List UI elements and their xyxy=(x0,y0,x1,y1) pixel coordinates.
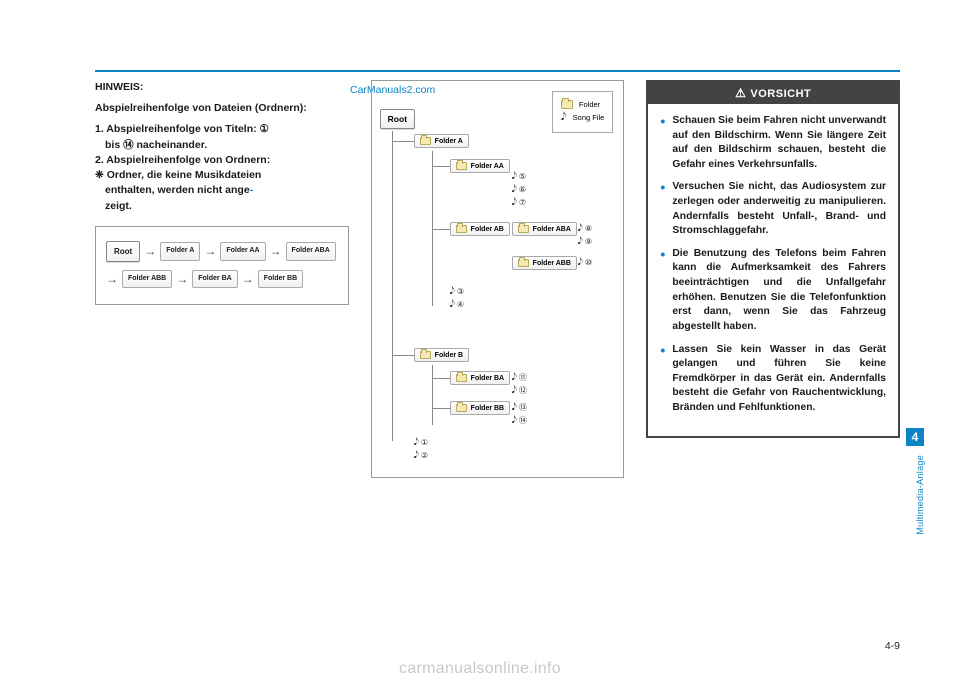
arrow-icon: → xyxy=(176,271,188,288)
caution-item: Lassen Sie kein Wasser in das Gerät gela… xyxy=(660,343,886,416)
arrow-icon: → xyxy=(204,243,216,260)
tree-folder-a: Folder A xyxy=(414,134,469,148)
tree-line xyxy=(432,166,450,167)
song-item: 𝅘𝅥𝅮② xyxy=(414,450,428,461)
tree-folder-ab: Folder AB xyxy=(450,222,510,236)
caution-item: Schauen Sie beim Fahren nicht unverwandt… xyxy=(660,114,886,172)
song-item: 𝅘𝅥𝅮⑭ xyxy=(512,415,527,426)
tree-folder-bb: Folder BB xyxy=(450,401,510,415)
tree-folder-abb: Folder ABB xyxy=(512,256,577,270)
left-column: HINWEIS: Abspielreihenfolge von Dateien … xyxy=(95,80,349,478)
tree-folder-b: Folder B xyxy=(414,348,469,362)
tree-diagram: Folder 𝅘𝅥𝅮 Song File Root Folder A Folder… xyxy=(371,80,625,478)
list-item-1b: bis ⑭ nacheinander. xyxy=(95,138,349,153)
list-item-3b: enthalten, werden nicht ange- xyxy=(95,183,349,198)
flow-diagram: Root → Folder A → Folder AA → Folder ABA… xyxy=(95,226,349,306)
song-item: 𝅘𝅥𝅮⑤ xyxy=(512,171,526,182)
list-item-2: 2. Abspielreihenfolge von Ordnern: xyxy=(95,153,349,168)
warning-icon: ⚠ xyxy=(735,86,746,100)
caution-body: Schauen Sie beim Fahren nicht unverwandt… xyxy=(648,104,898,436)
arrow-icon: → xyxy=(242,271,254,288)
song-item: 𝅘𝅥𝅮③ xyxy=(450,286,464,297)
tree-line xyxy=(432,365,433,425)
flow-node: Folder A xyxy=(160,242,200,260)
song-item: 𝅘𝅥𝅮⑨ xyxy=(578,236,592,247)
tree-folder-ba: Folder BA xyxy=(450,371,510,385)
right-column: ⚠VORSICHT Schauen Sie beim Fahren nicht … xyxy=(646,80,900,478)
tree-line xyxy=(432,229,450,230)
song-item: 𝅘𝅥𝅮⑦ xyxy=(512,197,526,208)
tree-line xyxy=(392,141,414,142)
tree-legend: Folder 𝅘𝅥𝅮 Song File xyxy=(552,91,613,133)
folder-icon xyxy=(456,162,467,170)
tree-folder-aba: Folder ABA xyxy=(512,222,577,236)
song-item: 𝅘𝅥𝅮④ xyxy=(450,299,464,310)
tree-line xyxy=(432,408,450,409)
legend-folder-label: Folder xyxy=(579,100,600,109)
chapter-label: Multimedia-Anlage xyxy=(915,455,925,535)
song-item: 𝅘𝅥𝅮⑬ xyxy=(512,402,527,413)
caution-item: Versuchen Sie nicht, das Audiosystem zur… xyxy=(660,180,886,238)
flow-row-2: → Folder ABB → Folder BA → Folder BB xyxy=(106,270,338,288)
tree-line xyxy=(392,355,414,356)
song-item: 𝅘𝅥𝅮⑧ xyxy=(578,223,592,234)
caution-box: ⚠VORSICHT Schauen Sie beim Fahren nicht … xyxy=(646,80,900,438)
folder-icon xyxy=(561,100,573,109)
folder-icon xyxy=(420,351,431,359)
list-item-1: 1. Abspielreihenfolge von Titeln: ① xyxy=(95,122,349,137)
legend-song-label: Song File xyxy=(573,113,605,122)
middle-column: Folder 𝅘𝅥𝅮 Song File Root Folder A Folder… xyxy=(371,80,625,478)
arrow-icon: → xyxy=(106,271,118,288)
tree-line xyxy=(392,131,393,441)
hint-sub: Abspielreihenfolge von Dateien (Ordnern)… xyxy=(95,101,349,116)
folder-icon xyxy=(518,259,529,267)
flow-root: Root xyxy=(106,241,140,263)
hint-heading: HINWEIS: xyxy=(95,80,349,95)
header-rule xyxy=(95,70,900,72)
song-item: 𝅘𝅥𝅮⑪ xyxy=(512,372,527,383)
tree-folder-aa: Folder AA xyxy=(450,159,510,173)
page: CarManuals2.com HINWEIS: Abspielreihenfo… xyxy=(0,0,960,700)
page-number: 4-9 xyxy=(885,640,900,652)
watermark-bottom: carmanualsonline.info xyxy=(399,660,561,678)
list-item-3c: zeigt. xyxy=(95,199,349,214)
song-item: 𝅘𝅥𝅮⑫ xyxy=(512,385,527,396)
flow-node: Folder BB xyxy=(258,270,303,288)
flow-row-1: Root → Folder A → Folder AA → Folder ABA xyxy=(106,241,338,263)
flow-node: Folder ABA xyxy=(286,242,336,260)
folder-icon xyxy=(456,404,467,412)
song-item: 𝅘𝅥𝅮⑥ xyxy=(512,184,526,195)
flow-node: Folder AA xyxy=(220,242,265,260)
caution-heading: ⚠VORSICHT xyxy=(648,82,898,104)
folder-icon xyxy=(518,225,529,233)
song-item: 𝅘𝅥𝅮① xyxy=(414,437,428,448)
list-item-3a: ❈ Ordner, die keine Musikdateien xyxy=(95,168,349,183)
columns: HINWEIS: Abspielreihenfolge von Dateien … xyxy=(95,80,900,478)
song-item: 𝅘𝅥𝅮⑩ xyxy=(578,257,592,268)
folder-icon xyxy=(456,374,467,382)
flow-node: Folder ABB xyxy=(122,270,172,288)
arrow-icon: → xyxy=(144,243,156,260)
chapter-tab: 4 xyxy=(906,428,924,446)
flow-node: Folder BA xyxy=(192,270,237,288)
caution-item: Die Benutzung des Telefons beim Fahren k… xyxy=(660,247,886,335)
folder-icon xyxy=(456,225,467,233)
arrow-icon: → xyxy=(270,243,282,260)
folder-icon xyxy=(420,137,431,145)
note-icon: 𝅘𝅥𝅮 xyxy=(561,111,567,124)
tree-line xyxy=(432,378,450,379)
tree-root: Root xyxy=(380,109,415,129)
